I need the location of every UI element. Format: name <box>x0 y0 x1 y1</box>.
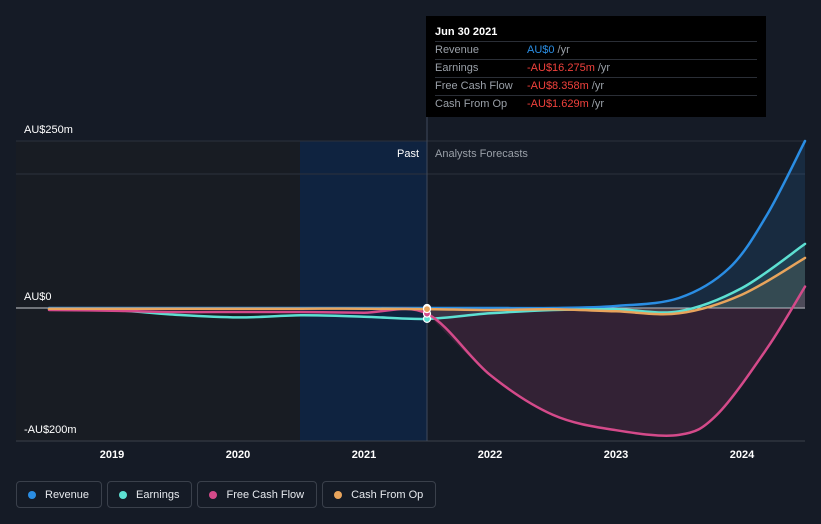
legend-dot-icon <box>28 490 36 499</box>
tooltip-key: Earnings <box>435 62 479 74</box>
past-label: Past <box>397 148 419 160</box>
legend: Revenue Earnings Free Cash Flow Cash From O… <box>16 481 437 508</box>
legend-item-revenue[interactable]: Revenue <box>16 481 103 508</box>
earnings-area <box>427 243 805 319</box>
tooltip-key: Revenue <box>435 44 480 56</box>
legend-item-cash-from-op[interactable]: Cash From Op <box>322 481 437 508</box>
legend-label: Free Cash Flow <box>226 488 305 501</box>
legend-dot-icon <box>334 490 343 499</box>
x-tick-2021: 2021 <box>352 449 376 461</box>
tooltip-value: -AU$16.275m <box>527 62 595 74</box>
y-bottom-label: -AU$200m <box>24 424 77 436</box>
tooltip-value: -AU$1.629m <box>527 98 589 110</box>
tooltip-row-free-cash-flow: Free Cash Flow -AU$8.358m/yr <box>435 77 757 95</box>
free-cash-flow-area <box>427 286 805 436</box>
legend-dot-icon <box>209 490 218 499</box>
legend-item-earnings[interactable]: Earnings <box>107 481 193 508</box>
forecast-label: Analysts Forecasts <box>435 148 528 160</box>
tooltip-date: Jun 30 2021 <box>435 26 498 38</box>
tooltip-unit: /yr <box>591 98 604 110</box>
x-tick-2022: 2022 <box>478 449 502 461</box>
tooltip-rows: Revenue AU$0/yr Earnings -AU$16.275m/yr Free… <box>435 41 757 113</box>
tooltip-unit: /yr <box>557 44 570 56</box>
legend-label: Revenue <box>45 488 90 501</box>
y-zero-label: AU$0 <box>24 291 52 303</box>
tooltip-value: AU$0 <box>527 44 555 56</box>
x-tick-2019: 2019 <box>100 449 124 461</box>
legend-label: Cash From Op <box>351 488 424 501</box>
tooltip-unit: /yr <box>597 62 611 74</box>
x-tick-2024: 2024 <box>730 449 755 461</box>
x-tick-2023: 2023 <box>604 449 628 461</box>
tooltip-row-revenue: Revenue AU$0/yr <box>435 41 757 59</box>
y-top-label: AU$250m <box>24 124 73 136</box>
cash-from-op-marker <box>422 305 432 314</box>
series-areas <box>427 141 805 436</box>
free-cash-flow-line <box>47 285 807 437</box>
revenue-area <box>427 141 805 309</box>
hover-markers <box>422 303 432 323</box>
tooltip-key: Free Cash Flow <box>435 80 513 92</box>
legend-dot-icon <box>119 490 128 499</box>
tooltip-row-cash-from-op: Cash From Op -AU$1.629m/yr <box>435 95 757 113</box>
tooltip-value: -AU$8.358m <box>527 80 589 92</box>
past-shade <box>16 141 300 441</box>
tooltip-row-earnings: Earnings -AU$16.275m/yr <box>435 59 757 77</box>
x-tick-labels: 2019 2020 2021 2022 2023 2024 <box>100 449 755 461</box>
recent-past-highlight <box>300 141 427 441</box>
tooltip-unit: /yr <box>591 80 604 92</box>
legend-label: Earnings <box>136 488 180 501</box>
x-tick-2020: 2020 <box>226 449 250 461</box>
legend-item-free-cash-flow[interactable]: Free Cash Flow <box>197 481 318 508</box>
hover-tooltip: Jun 30 2021 Revenue AU$0/yr Earnings -AU$16… <box>426 16 766 117</box>
tooltip-key: Cash From Op <box>435 98 508 110</box>
